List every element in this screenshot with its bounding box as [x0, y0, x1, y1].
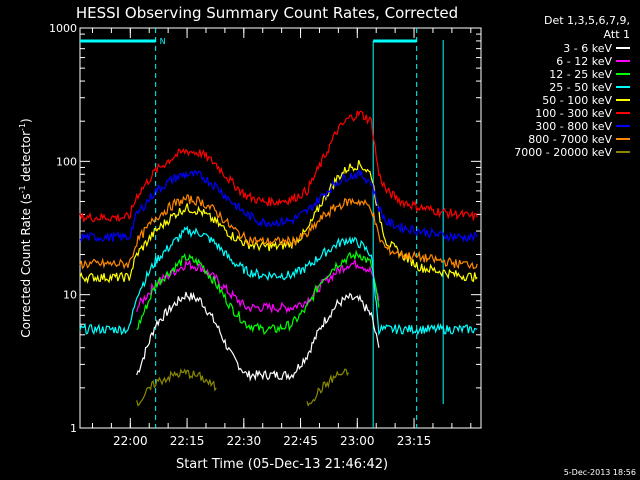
series-line-7	[79, 167, 478, 243]
series-line-5	[79, 160, 478, 284]
series-line-4	[79, 225, 478, 336]
series-line-1	[136, 291, 380, 382]
series-line-6	[79, 110, 478, 223]
series-line-9	[306, 368, 350, 407]
y-tick-label: 100	[56, 155, 77, 168]
series-line-3	[136, 249, 380, 335]
y-tick-label: 1	[70, 422, 77, 435]
footer-date: 5-Dec-2013 18:56	[564, 468, 636, 477]
legend-header-line-2: Att 1	[604, 28, 630, 41]
legend-label-2: 6 - 12 keV	[556, 55, 612, 68]
legend-label-4: 25 - 50 keV	[549, 81, 612, 94]
y-tick-label: 1000	[49, 22, 77, 35]
x-tick-label: 22:00	[113, 434, 148, 448]
legend-label-7: 300 - 800 keV	[535, 120, 612, 133]
x-tick-label: 22:15	[170, 434, 205, 448]
y-axis-label-part-2: detector	[19, 131, 33, 186]
plot-area: 1 10 100 1000 22:00 22:15 22:30 22:45 23:00 23:15…	[49, 22, 482, 448]
y-axis-label-part-1: Corrected Count Rate (s	[19, 193, 33, 337]
legend-label-8: 800 - 7000 keV	[528, 133, 612, 146]
y-axis-label-part-3: )	[19, 118, 33, 123]
series-line-2	[136, 259, 380, 314]
y-tick-label: 10	[63, 289, 77, 302]
x-axis-label: Start Time (05-Dec-13 21:46:42)	[176, 457, 388, 472]
y-axis-label-sup-1: -1	[18, 185, 27, 193]
series-line-9	[136, 367, 217, 407]
legend-label-9: 7000 - 20000 keV	[514, 146, 612, 159]
chart-title: HESSI Observing Summary Count Rates, Cor…	[76, 4, 458, 22]
x-tick-label: 23:00	[340, 434, 375, 448]
x-tick-label: 23:15	[397, 434, 432, 448]
x-tick-label: 22:45	[283, 434, 318, 448]
legend-label-3: 12 - 25 keV	[549, 68, 612, 81]
legend-label-5: 50 - 100 keV	[542, 94, 612, 107]
y-axis-label-sup-2: -1	[18, 123, 27, 131]
plot-frame	[79, 27, 482, 429]
x-tick-label: 22:30	[227, 434, 262, 448]
night-flag-label: N	[160, 37, 166, 46]
legend-header-line-1: Det 1,3,5,6,7,9,	[544, 14, 630, 27]
series-line-8	[79, 194, 478, 270]
legend-label-1: 3 - 6 keV	[563, 42, 612, 55]
y-axis-label: Corrected Count Rate (s-1 detector-1)	[18, 118, 33, 337]
legend-label-6: 100 - 300 keV	[535, 107, 612, 120]
